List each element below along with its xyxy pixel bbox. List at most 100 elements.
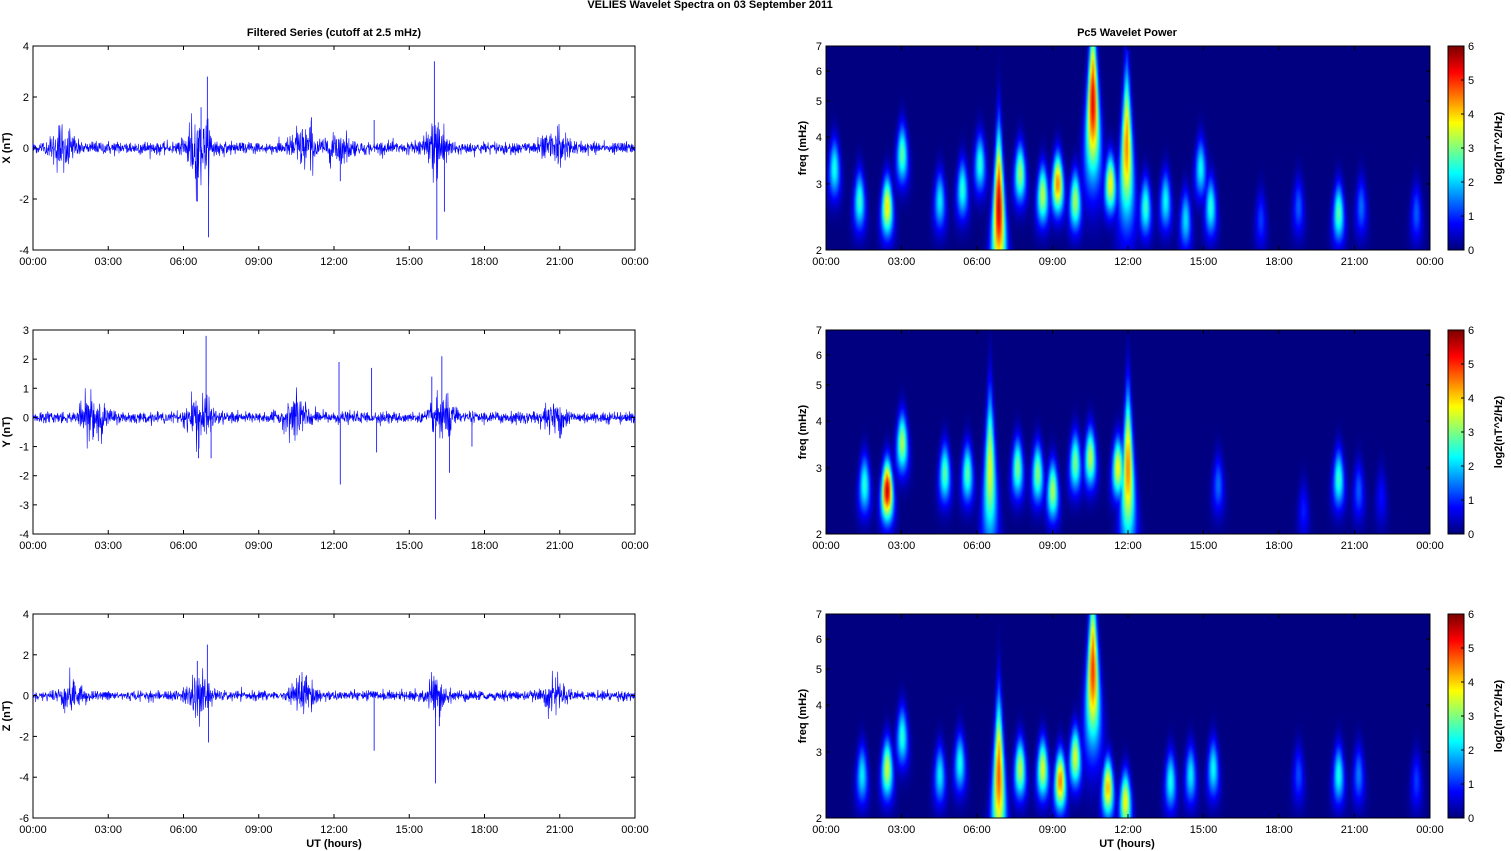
ytick-label: 3 <box>816 747 822 759</box>
ts-y-xtick-label: 00:00 <box>621 540 649 552</box>
ts-z-xtick-label: 00:00 <box>19 824 47 836</box>
colorbar <box>1448 46 1464 250</box>
ylabel: X (nT) <box>1 132 13 163</box>
plot-area <box>32 329 636 535</box>
ytick-label: 1 <box>23 383 29 395</box>
ts-x-xtick-label: 21:00 <box>546 256 574 268</box>
colorbar-tick-label: 4 <box>1468 677 1474 689</box>
time-series-panel-z: -6 -4 -2 0 2 4 Z (nT) <box>1 609 636 825</box>
wv-x-xtick-label: 15:00 <box>1190 256 1218 268</box>
wv-x-xtick-label: 00:00 <box>812 256 840 268</box>
ytick-label: 4 <box>816 700 822 712</box>
ytick-label: 4 <box>23 609 29 621</box>
ts-y-xtick-label: 21:00 <box>546 540 574 552</box>
ts-z-xtick-label: 00:00 <box>621 824 649 836</box>
ts-y-xtick-label: 00:00 <box>19 540 47 552</box>
ytick-label: 7 <box>816 325 822 337</box>
wv-x-xtick-label: 06:00 <box>963 256 991 268</box>
wv-y-xtick-label: 06:00 <box>963 540 991 552</box>
ts-z-xtick-label: 15:00 <box>395 824 423 836</box>
ts-x-xtick-label: 09:00 <box>245 256 273 268</box>
colorbar-tick-label: 5 <box>1468 359 1474 371</box>
plot-area <box>32 613 636 819</box>
ylabel: Z (nT) <box>1 700 13 731</box>
ts-x-xtick-label: 15:00 <box>395 256 423 268</box>
ytick-label: 5 <box>816 380 822 392</box>
wv-z-xtick-label: 18:00 <box>1265 824 1293 836</box>
ytick-label: -4 <box>19 529 29 541</box>
colorbar-tick-label: 6 <box>1468 41 1474 53</box>
ts-y-xtick-label: 09:00 <box>245 540 273 552</box>
colorbar-tick-label: 6 <box>1468 609 1474 621</box>
colorbar-tick-label: 1 <box>1468 211 1474 223</box>
colorbar-tick-label: 2 <box>1468 177 1474 189</box>
colorbar-label: log2(nT^2/Hz) <box>1493 111 1505 184</box>
wv-y-xtick-label: 12:00 <box>1114 540 1142 552</box>
colorbar-tick-label: 3 <box>1468 427 1474 439</box>
ts-y-xtick-label: 03:00 <box>94 540 122 552</box>
ts-x-xtick-label: 00:00 <box>19 256 47 268</box>
ytick-label: 6 <box>816 66 822 78</box>
colorbar-tick-label: 5 <box>1468 643 1474 655</box>
signal-trace <box>32 387 636 452</box>
wv-y-xtick-label: 21:00 <box>1341 540 1369 552</box>
right-column-title: Pc5 Wavelet Power <box>1077 27 1178 39</box>
ytick-label: -1 <box>19 442 29 454</box>
right-xlabel: UT (hours) <box>1099 838 1155 850</box>
colorbar-tick-label: 0 <box>1468 813 1474 825</box>
ts-z-xtick-label: 06:00 <box>170 824 198 836</box>
ylabel: freq (mHz) <box>797 404 809 459</box>
ytick-label: 2 <box>23 354 29 366</box>
colorbar-tick-label: 6 <box>1468 325 1474 337</box>
ts-y-xtick-label: 15:00 <box>395 540 423 552</box>
wv-x-xtick-label: 09:00 <box>1039 256 1067 268</box>
colorbar-tick-label: 1 <box>1468 495 1474 507</box>
wv-y-xtick-label: 18:00 <box>1265 540 1293 552</box>
ytick-label: 3 <box>816 463 822 475</box>
ts-z-xtick-label: 21:00 <box>546 824 574 836</box>
ytick-label: 7 <box>816 609 822 621</box>
ytick-label: 5 <box>816 664 822 676</box>
wv-x-xtick-label: 21:00 <box>1341 256 1369 268</box>
ytick-label: 2 <box>816 813 822 825</box>
wv-x-xtick-label: 18:00 <box>1265 256 1293 268</box>
time-series-panel-x: -4 -2 0 2 4 X (nT) <box>1 41 636 257</box>
colorbar-tick-label: 3 <box>1468 711 1474 723</box>
ytick-label: 2 <box>816 529 822 541</box>
signal-trace <box>32 113 636 202</box>
wv-z-xtick-label: 21:00 <box>1341 824 1369 836</box>
wavelet-power-map <box>826 330 1430 534</box>
ytick-label: 3 <box>816 179 822 191</box>
ytick-label: 7 <box>816 41 822 53</box>
wv-y-xtick-label: 03:00 <box>888 540 916 552</box>
ytick-label: 2 <box>816 245 822 257</box>
ts-z-xtick-label: 03:00 <box>94 824 122 836</box>
wv-z-xtick-label: 00:00 <box>1416 824 1444 836</box>
time-series-panel-y: -4 -3 -2 -1 0 1 2 3 Y (nT) <box>1 325 636 541</box>
ytick-label: -4 <box>19 245 29 257</box>
wv-z-xtick-label: 15:00 <box>1190 824 1218 836</box>
ytick-label: 2 <box>23 92 29 104</box>
ts-y-xtick-label: 12:00 <box>320 540 348 552</box>
wv-z-xtick-label: 09:00 <box>1039 824 1067 836</box>
left-xlabel: UT (hours) <box>306 838 362 850</box>
wv-y-xtick-label: 00:00 <box>1416 540 1444 552</box>
wavelet-panel-z: 2 3 4 5 6 7 freq (mHz) 0 1 2 3 4 5 6 log2(nT^2/Hz) <box>797 609 1505 825</box>
ytick-label: 6 <box>816 634 822 646</box>
wv-y-xtick-label: 00:00 <box>812 540 840 552</box>
ytick-label: -3 <box>19 500 29 512</box>
wavelet-panel-x: 2 3 4 5 6 7 freq (mHz) 0 1 2 3 4 5 6 log2(nT^2/Hz) <box>797 41 1505 257</box>
ytick-label: 0 <box>23 691 29 703</box>
ytick-label: 2 <box>23 650 29 662</box>
ytick-label: 6 <box>816 350 822 362</box>
ts-x-xtick-label: 00:00 <box>621 256 649 268</box>
left-column-title: Filtered Series (cutoff at 2.5 mHz) <box>247 27 422 39</box>
colorbar-tick-label: 2 <box>1468 745 1474 757</box>
ytick-label: 5 <box>816 96 822 108</box>
colorbar-tick-label: 5 <box>1468 75 1474 87</box>
ts-y-xtick-label: 06:00 <box>170 540 198 552</box>
ts-y-xtick-label: 18:00 <box>471 540 499 552</box>
colorbar-tick-label: 1 <box>1468 779 1474 791</box>
